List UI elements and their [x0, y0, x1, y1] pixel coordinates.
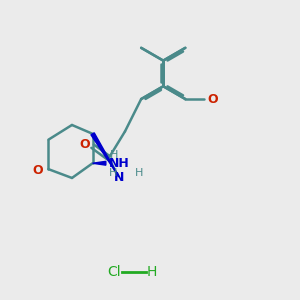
Text: Cl: Cl — [107, 265, 121, 279]
Text: O: O — [32, 164, 43, 177]
Text: H: H — [110, 150, 118, 160]
Text: H: H — [135, 168, 144, 178]
Polygon shape — [93, 161, 106, 165]
Polygon shape — [91, 133, 119, 177]
Text: H: H — [147, 265, 158, 279]
Text: N: N — [114, 171, 124, 184]
Text: H: H — [109, 168, 117, 178]
Text: O: O — [207, 93, 218, 106]
Text: NH: NH — [109, 157, 130, 170]
Text: O: O — [80, 138, 90, 151]
